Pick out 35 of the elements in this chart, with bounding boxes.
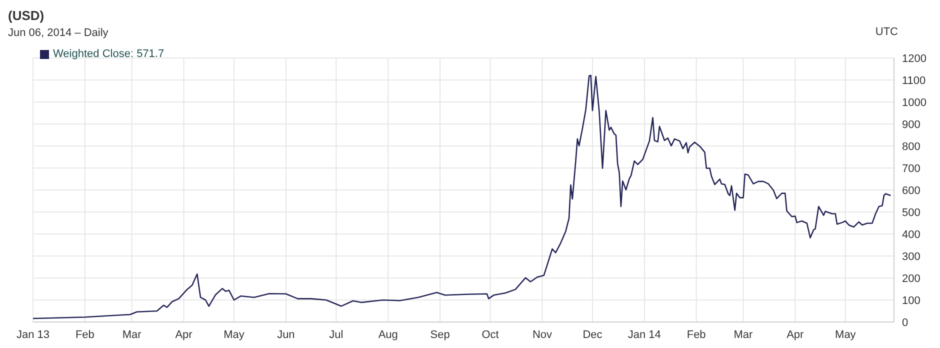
x-tick-label: Nov: [532, 328, 553, 341]
y-tick-label: 0: [902, 316, 908, 329]
x-tick-label: Dec: [582, 328, 603, 341]
y-tick-label: 1000: [902, 96, 926, 109]
x-tick-label: Jan 13: [16, 328, 50, 341]
x-tick-label: Sep: [430, 328, 450, 341]
x-tick-label: Apr: [786, 328, 804, 341]
y-tick-label: 800: [902, 140, 920, 153]
y-tick-label: 900: [902, 118, 920, 131]
y-tick-label: 1100: [902, 74, 926, 87]
y-tick-label: 600: [902, 184, 920, 197]
x-tick-label: Jan 14: [628, 328, 661, 341]
x-tick-label: Oct: [482, 328, 499, 341]
y-tick-label: 400: [902, 228, 920, 241]
chart-title: (USD): [8, 8, 46, 23]
y-tick-label: 700: [902, 162, 920, 175]
x-tick-label: Aug: [378, 328, 398, 341]
x-tick-label: May: [224, 328, 245, 341]
x-tick-label: Jul: [329, 328, 344, 341]
x-tick-label: Jun: [277, 328, 295, 341]
x-tick-label: Mar: [734, 328, 754, 341]
chart-subtitle: Jun 06, 2014 – Daily: [8, 27, 108, 39]
y-tick-label: 500: [902, 206, 920, 219]
x-tick-label: Mar: [122, 328, 142, 341]
y-tick-label: 100: [902, 294, 920, 307]
x-tick-label: Apr: [175, 328, 193, 341]
y-tick-label: 300: [902, 250, 920, 263]
text: UTC: [875, 26, 898, 38]
y-tick-label: 1200: [902, 52, 926, 65]
x-tick-label: Feb: [75, 328, 94, 341]
x-tick-label: May: [835, 328, 856, 341]
line-series: [33, 74, 892, 320]
y-tick-label: 200: [902, 272, 920, 285]
legend-label: Weighted Close: 571.7: [53, 48, 164, 60]
x-tick-label: Feb: [686, 328, 706, 341]
